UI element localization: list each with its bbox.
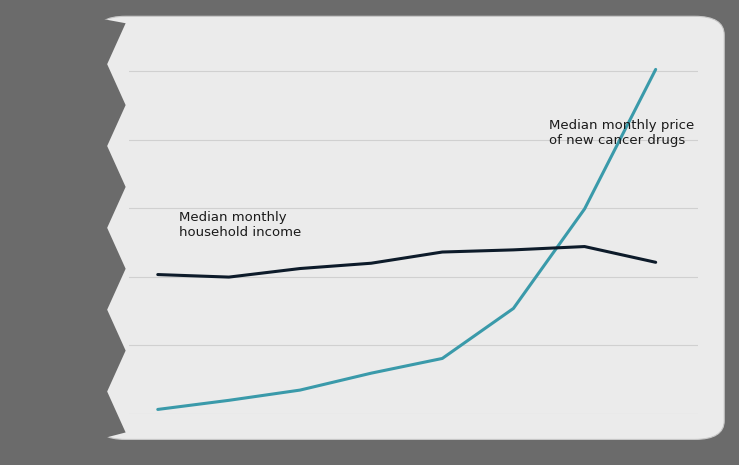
Text: Median monthly
household income: Median monthly household income — [179, 211, 302, 239]
Text: Median monthly price
of new cancer drugs: Median monthly price of new cancer drugs — [549, 119, 694, 147]
